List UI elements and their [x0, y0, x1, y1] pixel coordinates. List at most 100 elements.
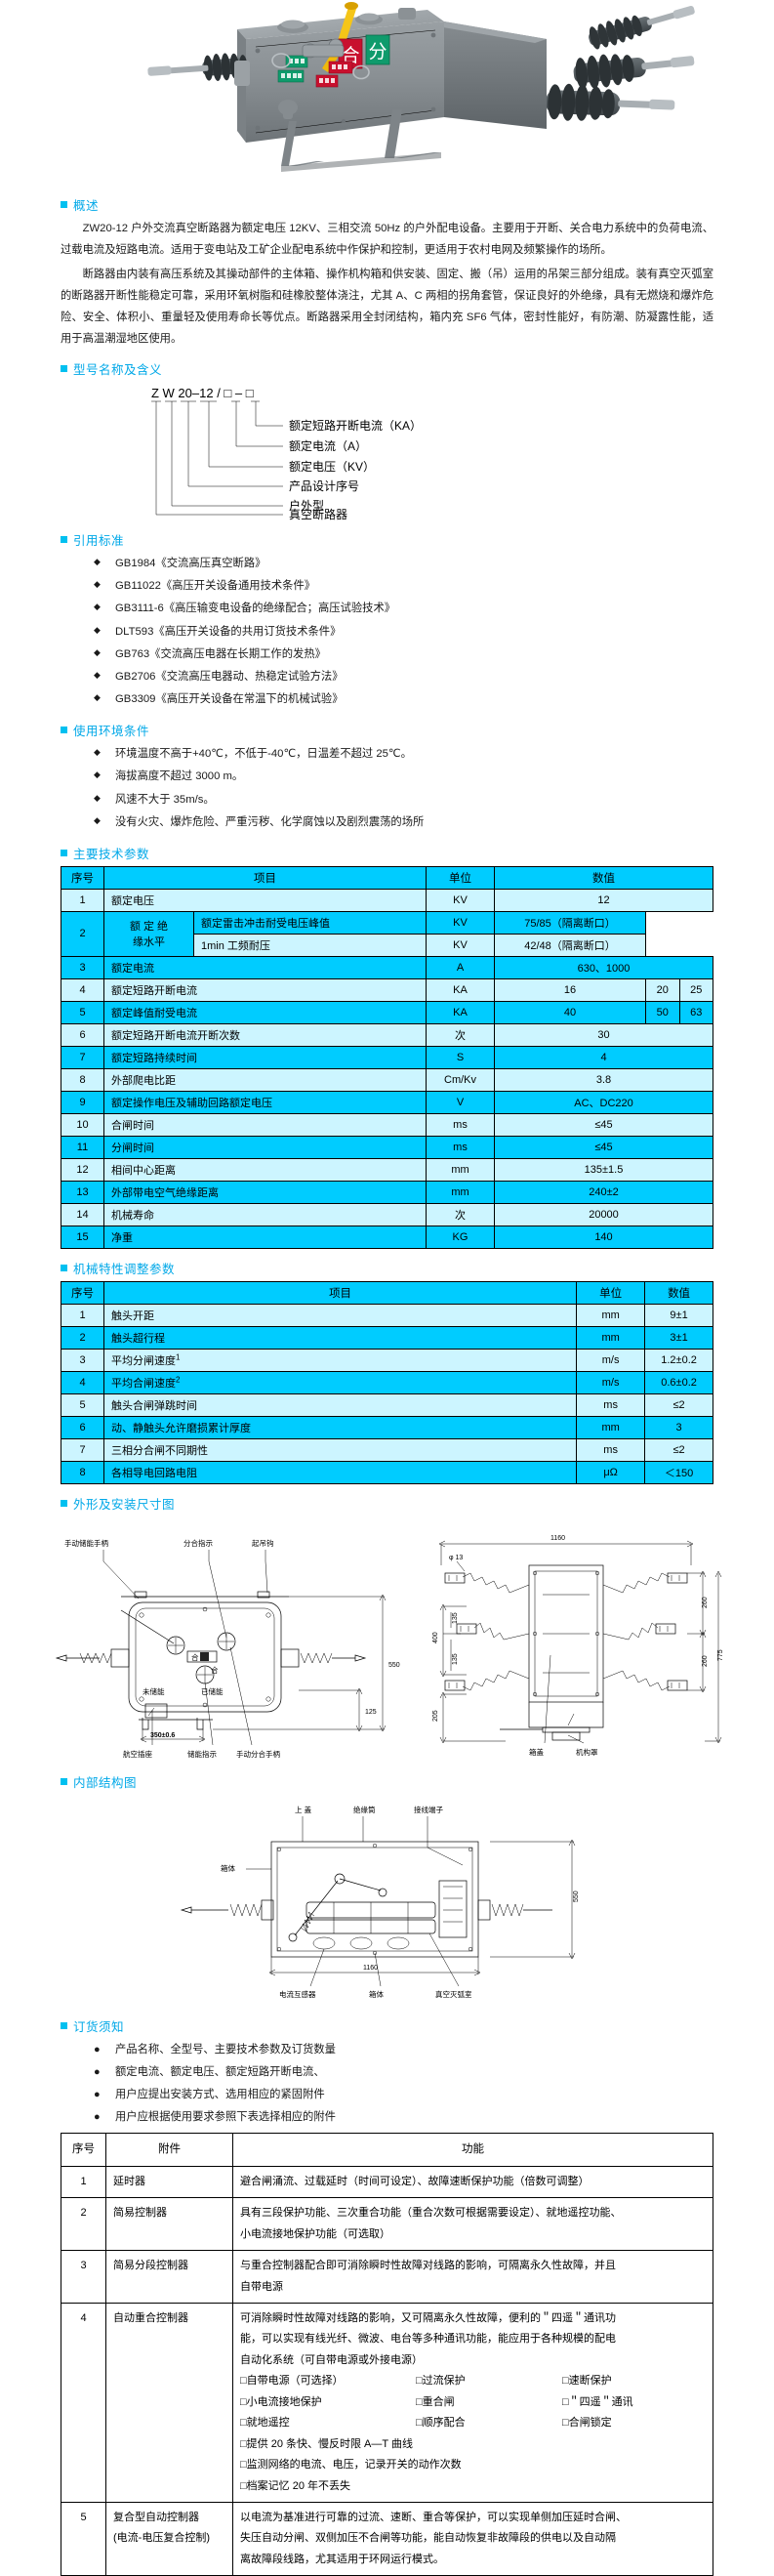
bullet-icon: ◆	[94, 792, 101, 803]
ordering-title: 订货须知	[73, 2019, 125, 2034]
accessory-no: 1	[61, 2165, 106, 2199]
accessory-extra-option-0[interactable]: □提供 20 条快、慢反时限 A—T 曲线	[240, 2437, 413, 2450]
tech-value: 20000	[494, 1202, 713, 1226]
section-heading-overview: 概述	[61, 195, 774, 214]
table-row: 15 净重 KG 140	[61, 1225, 713, 1249]
bullet-icon: ◆	[94, 602, 101, 612]
tech-col-3: 数值	[494, 865, 713, 890]
accessory-option-checkbox[interactable]: □自带电源（可选择）	[240, 2375, 344, 2388]
table-row: 1 延时器 避合闸涌流、过载延时（时间可设定）、故障速断保护功能（倍数可调整）	[61, 2165, 713, 2199]
table-row: 3 简易分段控制器 与重合控制器配合即可消除瞬时性故障对线路的影响，可隔离永久性故障…	[61, 2250, 713, 2305]
mech-unit: mm	[576, 1303, 646, 1327]
tech-item: 额定短路开断电流	[103, 977, 427, 1002]
environment-item-1: ◆ 海拔高度不超过 3000 m。	[94, 766, 713, 788]
outline-dimension-drawing: 合 合 未储能 已储能	[45, 1518, 728, 1763]
accessory-option-checkbox[interactable]: □合闸锁定	[562, 2417, 612, 2430]
tech-item: 外部带电空气绝缘距离	[103, 1180, 427, 1204]
bullet-square-icon	[61, 201, 67, 208]
accessory-option-row-0: □自带电源（可选择） □过流保护 □速断保护	[240, 2371, 706, 2391]
mech-unit: ms	[576, 1392, 646, 1417]
standard-item-text: GB3111-6《高压输变电设备的绝缘配合；高压试验技术》	[115, 602, 396, 615]
mech-col-2: 单位	[576, 1280, 646, 1305]
accessory-option-checkbox[interactable]: □速断保护	[562, 2375, 612, 2388]
mech-unit: m/s	[576, 1348, 646, 1372]
dim-260-bottom: 260	[702, 1655, 709, 1667]
accessory-no: 3	[61, 2250, 106, 2305]
model-code-text: Z W 20–12 / □ – □	[151, 386, 254, 400]
accessory-option-checkbox[interactable]: □过流保护	[416, 2375, 466, 2388]
status-plate-open: 分	[365, 34, 390, 65]
mech-no: 6	[61, 1415, 104, 1439]
accessory-option-checkbox[interactable]: □＂四遥＂通讯	[562, 2395, 633, 2408]
tech-value-1: 50	[645, 1000, 680, 1024]
section-heading-tech-params: 主要技术参数	[61, 844, 774, 862]
label-not-charged: 未储能	[143, 1686, 165, 1696]
table-row: 2 触头超行程 mm 3±1	[61, 1325, 713, 1350]
accessory-desc-line-0: 具有三段保护功能、三次重合功能（重合次数可根据需要设定）、就地遥控功能、	[240, 2207, 622, 2220]
tech-no: 14	[61, 1202, 104, 1226]
label-box-body: 箱体	[369, 1989, 384, 1999]
tech-item: 额定短路开断电流开断次数	[103, 1022, 427, 1047]
tech-value: 42/48（隔离断口）	[493, 933, 647, 957]
standard-item-3: ◆ DLT593《高压开关设备的共用订货技术条件》	[94, 621, 713, 644]
tech-unit: A	[426, 955, 495, 979]
mech-item: 平均合闸速度2	[102, 1370, 578, 1394]
tech-item: 外部爬电比距	[103, 1067, 427, 1092]
dim-internal-550: 550	[573, 1890, 580, 1902]
section-heading-model: 型号名称及含义	[61, 359, 774, 378]
accessory-no: 4	[61, 2303, 106, 2503]
section-heading-internal: 内部结构图	[61, 1772, 774, 1791]
accessory-option-checkbox[interactable]: □就地遥控	[240, 2417, 290, 2430]
label-charge-indicator: 储能指示	[187, 1749, 217, 1759]
mech-unit: mm	[576, 1325, 646, 1350]
model-legend-4: 户外型	[289, 498, 324, 513]
tech-item: 额定雷击冲击耐受电压峰值	[193, 910, 427, 935]
standard-item-1: ◆ GB11022《高压开关设备通用技术条件》	[94, 575, 713, 598]
accessory-extra-option-2[interactable]: □档案记忆 20 年不丢失	[240, 2479, 350, 2492]
tech-value: 140	[494, 1225, 713, 1249]
model-legend-1: 额定电流（A）	[289, 438, 367, 453]
standard-item-text: DLT593《高压开关设备的共用订货技术条件》	[115, 625, 342, 638]
tech-item: 相间中心距离	[103, 1157, 427, 1182]
svg-text:合: 合	[191, 1652, 199, 1662]
environment-item-text: 海拔高度不超过 3000 m。	[115, 770, 244, 783]
dim-350: 350±0.6	[150, 1732, 175, 1739]
standards-list: ◆ GB1984《交流高压真空断路》 ◆ GB11022《高压开关设备通用技术条件》 ◆…	[0, 553, 774, 711]
label-lifting-hook: 起吊钩	[252, 1538, 274, 1548]
accessory-option-checkbox[interactable]: □重合闸	[416, 2395, 455, 2408]
tech-unit: S	[426, 1045, 495, 1069]
dim-135-a: 135	[452, 1612, 459, 1624]
table-row: 3 额定电流 A 630、1000	[61, 955, 713, 979]
dim-205: 205	[432, 1710, 439, 1722]
tech-unit: KA	[426, 977, 495, 1002]
mech-unit: m/s	[576, 1370, 646, 1394]
accessory-name: 复合型自动控制器 (电流-电压复合控制)	[105, 2501, 233, 2576]
mech-unit: ms	[576, 1437, 646, 1462]
label-current-transformer: 电流互感器	[279, 1989, 316, 1999]
tech-no: 15	[61, 1225, 104, 1249]
tech-col-2: 单位	[426, 865, 495, 890]
mech-params-title: 机械特性调整参数	[73, 1262, 176, 1276]
mech-no: 5	[61, 1392, 104, 1417]
table-row: 1 触头开距 mm 9±1	[61, 1303, 713, 1327]
bullet-square-icon	[61, 727, 67, 734]
label-aviation-socket: 航空插座	[123, 1749, 152, 1759]
table-row: 5 复合型自动控制器 (电流-电压复合控制) 以电流为基准进行可靠的过流、速断、重合等…	[61, 2501, 713, 2576]
accessory-option-checkbox[interactable]: □顺序配合	[416, 2417, 466, 2430]
dim-550: 550	[388, 1662, 400, 1669]
mech-no: 1	[61, 1303, 104, 1327]
mech-value: ≤2	[644, 1437, 713, 1462]
accessory-option-checkbox[interactable]: □小电流接地保护	[240, 2395, 322, 2408]
table-row: 4 自动重合控制器 可消除瞬时性故障对线路的影响，又可隔离永久性故障，便利的＂四遥＂…	[61, 2303, 713, 2503]
standard-item-2: ◆ GB3111-6《高压输变电设备的绝缘配合；高压试验技术》	[94, 598, 713, 620]
mech-item: 触头超行程	[102, 1325, 578, 1350]
accessory-name: 简易分段控制器	[105, 2250, 233, 2305]
mech-no: 7	[61, 1437, 104, 1462]
tech-no: 5	[61, 1000, 104, 1024]
ordering-item-text: 产品名称、全型号、主要技术参数及订货数量	[115, 2043, 336, 2056]
accessory-extra-option-1[interactable]: □监测网络的电流、电压，记录开关的动作次数	[240, 2459, 462, 2472]
table-row: 8 外部爬电比距 Cm/Kv 3.8	[61, 1067, 713, 1092]
mech-no: 8	[61, 1460, 104, 1484]
mech-col-1: 项目	[102, 1280, 578, 1305]
